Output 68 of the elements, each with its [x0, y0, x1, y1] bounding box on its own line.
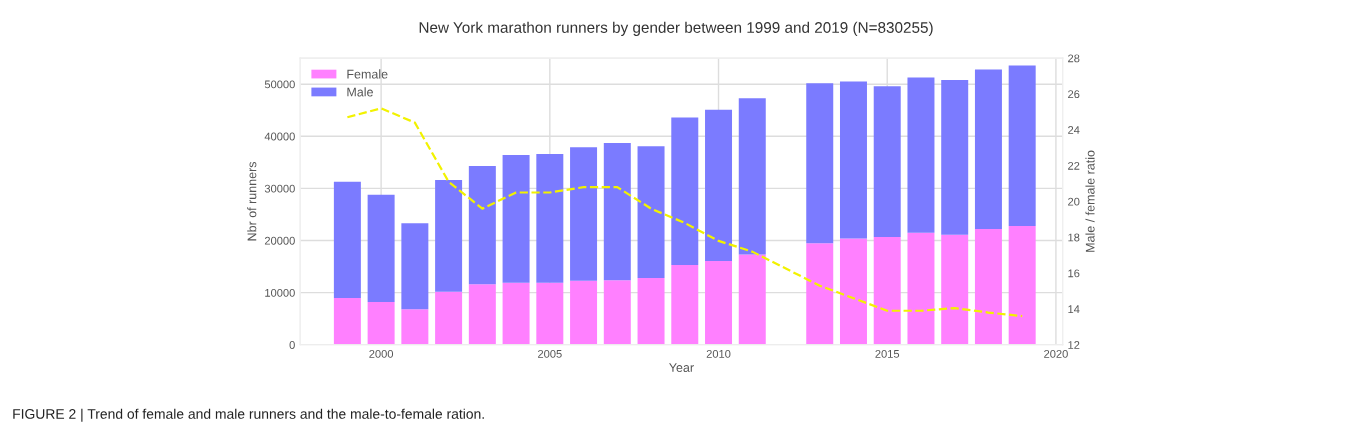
bar — [570, 280, 598, 345]
y2-tick-label: 26 — [1068, 90, 1080, 99]
y-tick-label: 0 — [289, 341, 295, 349]
bar — [705, 260, 733, 345]
y-tick-label: 30000 — [264, 184, 295, 193]
bar — [401, 309, 429, 345]
y2-tick-label: 20 — [1068, 197, 1080, 206]
y2-tick-label: 14 — [1068, 305, 1080, 313]
line-series — [346, 107, 1024, 318]
bar — [603, 143, 631, 281]
x-tick-label: 2020 — [1044, 349, 1068, 358]
bar — [333, 297, 361, 345]
bar — [367, 194, 395, 303]
x-tick-label: 2000 — [369, 349, 394, 358]
x-tick-label: 2005 — [538, 349, 562, 358]
legend-label: Female — [347, 69, 388, 79]
x-axis-title: Year — [669, 363, 694, 372]
bar — [637, 146, 665, 279]
y2-tick-label: 22 — [1068, 161, 1080, 170]
bar — [536, 154, 564, 283]
bar — [536, 282, 564, 345]
bar — [705, 109, 733, 261]
y-axis-title: Nbr of runners — [247, 161, 257, 241]
bar — [941, 234, 969, 345]
bar — [873, 86, 901, 237]
bar — [502, 155, 530, 283]
bar — [839, 81, 867, 239]
bar — [907, 77, 935, 233]
y2-axis-title: Male / female ratio — [1085, 150, 1095, 252]
bar — [671, 117, 699, 266]
x-tick-label: 2010 — [706, 349, 731, 358]
bar — [1008, 225, 1036, 345]
y2-tick-label: 16 — [1068, 269, 1080, 278]
bar — [738, 98, 766, 255]
bar — [637, 278, 665, 345]
bar — [435, 291, 463, 345]
y-tick-label: 10000 — [265, 288, 295, 297]
y2-tick-label: 24 — [1068, 126, 1080, 134]
y2-tick-label: 12 — [1068, 341, 1080, 349]
bar — [603, 280, 631, 345]
bar — [907, 232, 935, 345]
bar — [974, 69, 1002, 230]
bar — [468, 284, 496, 345]
caption: FIGURE 2 | Trend of female and male runners and the male-to-female ration. — [13, 408, 484, 422]
x-tick-label: 2015 — [875, 349, 900, 358]
y2-tick-label: 28 — [1068, 54, 1080, 63]
bar — [873, 236, 901, 345]
bar — [806, 243, 834, 345]
y-tick-label: 50000 — [264, 80, 295, 89]
y-tick-label: 40000 — [264, 132, 295, 141]
bar — [806, 83, 834, 244]
bar — [974, 229, 1002, 345]
bar — [401, 223, 429, 310]
bar — [839, 238, 867, 345]
bar — [738, 254, 766, 345]
y-tick-label: 20000 — [264, 236, 295, 245]
y2-tick-label: 18 — [1068, 233, 1080, 242]
chart-title: New York marathon runners by gender between 1999 and 2019 (N=830255) — [419, 21, 933, 36]
bar — [367, 302, 395, 345]
bar — [333, 181, 361, 298]
bar — [671, 265, 699, 345]
bar — [941, 80, 969, 235]
bar — [1008, 65, 1036, 226]
legend-label: Male — [347, 87, 373, 97]
bar — [435, 180, 463, 292]
bar — [570, 147, 598, 281]
bar — [502, 282, 530, 345]
bar — [468, 166, 496, 285]
